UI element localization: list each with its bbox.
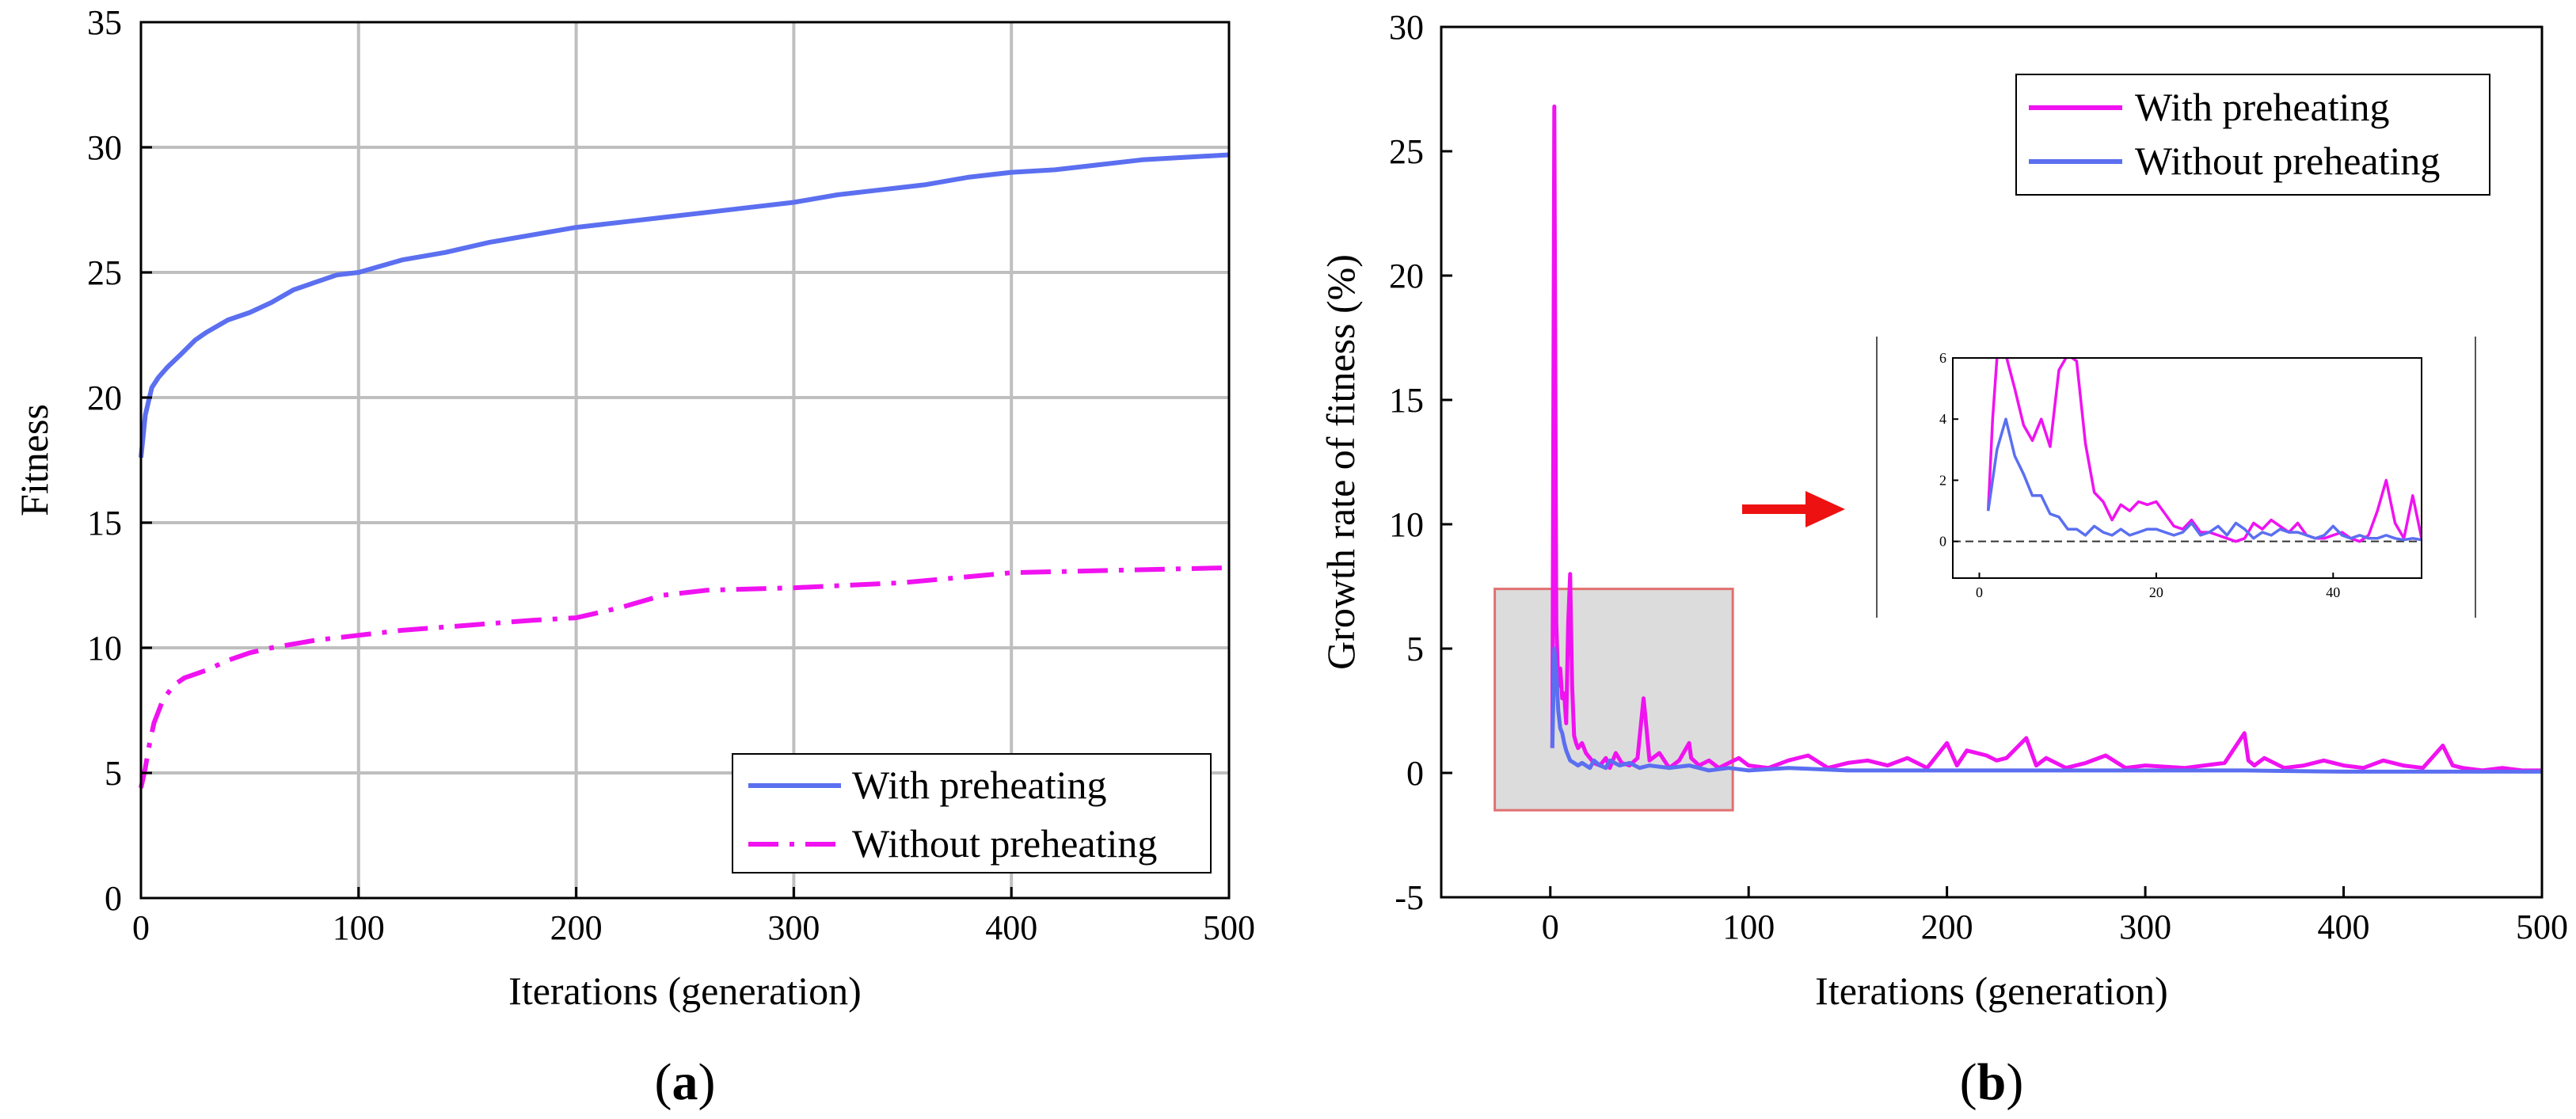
panel-a-chart: 0 100 200 300 400 500 0 5 10 15 20 25 30 35 Iteration… xyxy=(12,3,1255,1111)
panel-a-ticks: 0 100 200 300 400 500 0 5 10 15 20 25 30 35 xyxy=(87,3,1255,947)
inset-x-tick-label-0: 0 xyxy=(1976,584,1983,600)
x-tick-label-0: 0 xyxy=(132,908,150,947)
inset-line-with-preheating xyxy=(1986,358,2422,543)
panel-a-x-axis-title: Iterations (generation) xyxy=(508,969,862,1013)
inset-y-tick-label-4: 4 xyxy=(1939,411,1946,427)
y-tick-label-5: 5 xyxy=(105,754,122,793)
x-tick-label-300: 300 xyxy=(2119,908,2171,946)
legend-label-with-preheating: With preheating xyxy=(852,763,1106,807)
x-tick-label-300: 300 xyxy=(767,908,820,947)
panel-a-plot-frame xyxy=(139,21,1231,900)
x-tick-label-400: 400 xyxy=(2318,908,2370,946)
panel-b-y-axis-title: Growth rate of fitness (%) xyxy=(1318,254,1363,670)
x-tick-label-200: 200 xyxy=(550,908,603,947)
inset-line-without-preheating xyxy=(1986,417,2422,542)
inset-y-tick-label-0: 0 xyxy=(1939,534,1946,550)
x-tick-label-500: 500 xyxy=(2516,908,2568,946)
zoom-arrow-icon xyxy=(1742,491,1845,527)
series-line-without-preheating xyxy=(1550,646,2542,774)
panel-a-gridlines xyxy=(141,22,1229,898)
inset-series xyxy=(1986,358,2422,543)
y-tick-label-15: 15 xyxy=(1389,381,1424,420)
y-tick-label-15: 15 xyxy=(87,504,122,542)
x-tick-label-100: 100 xyxy=(1722,908,1775,946)
panel-b-plot-frame xyxy=(1440,25,2544,899)
y-tick-label-5: 5 xyxy=(1406,630,1424,668)
y-tick-label-0: 0 xyxy=(105,879,122,918)
y-tick-label-10: 10 xyxy=(1389,505,1424,544)
y-tick-label-20: 20 xyxy=(87,379,122,417)
panel-a-y-axis-title: Fitness xyxy=(12,404,56,516)
y-tick-label-25: 25 xyxy=(87,253,122,292)
y-tick-label-25: 25 xyxy=(1389,132,1424,171)
y-tick-label-30: 30 xyxy=(1389,8,1424,47)
inset-x-tick-label-40: 40 xyxy=(2326,584,2340,600)
x-tick-label-500: 500 xyxy=(1203,908,1255,947)
legend-box xyxy=(2015,74,2490,196)
inset-x-tick-label-20: 20 xyxy=(2149,584,2163,600)
y-tick-label-35: 35 xyxy=(87,3,122,42)
inset-background xyxy=(1953,358,2422,578)
panel-b-inset-chart: 0 20 40 0 2 4 6 xyxy=(1939,350,2422,600)
panel-b-zoom-region xyxy=(1493,588,1734,812)
series-line-with-preheating xyxy=(1550,105,2542,773)
panel-b-series xyxy=(1550,105,2542,774)
panel-a-label: (a) xyxy=(655,1053,716,1111)
x-tick-label-400: 400 xyxy=(985,908,1037,947)
x-tick-label-0: 0 xyxy=(1542,908,1559,946)
x-tick-label-200: 200 xyxy=(1921,908,1973,946)
panel-a-legend: With preheating Without preheating xyxy=(732,753,1212,874)
y-tick-label-0: 0 xyxy=(1406,754,1424,793)
inset-y-tick-label-2: 2 xyxy=(1939,472,1946,488)
legend-box xyxy=(732,753,1212,874)
legend-label-without-preheating: Without preheating xyxy=(2135,139,2440,183)
panel-b-x-axis-title: Iterations (generation) xyxy=(1815,969,2168,1013)
legend-label-with-preheating: With preheating xyxy=(2135,85,2389,129)
y-tick-label--5: -5 xyxy=(1395,878,1424,917)
y-tick-label-30: 30 xyxy=(87,128,122,167)
panel-a-series xyxy=(139,152,1230,789)
y-tick-label-10: 10 xyxy=(87,629,122,668)
y-tick-label-20: 20 xyxy=(1389,257,1424,295)
series-line-with-preheating xyxy=(139,152,1230,459)
legend-label-without-preheating: Without preheating xyxy=(852,821,1157,866)
series-line-without-preheating xyxy=(139,565,1230,789)
x-tick-label-100: 100 xyxy=(333,908,385,947)
panel-b-label: (b) xyxy=(1960,1053,2024,1111)
panel-b-legend: With preheating Without preheating xyxy=(2015,74,2490,196)
inset-y-tick-label-6: 6 xyxy=(1939,350,1946,366)
inset-frame xyxy=(1952,357,2422,579)
